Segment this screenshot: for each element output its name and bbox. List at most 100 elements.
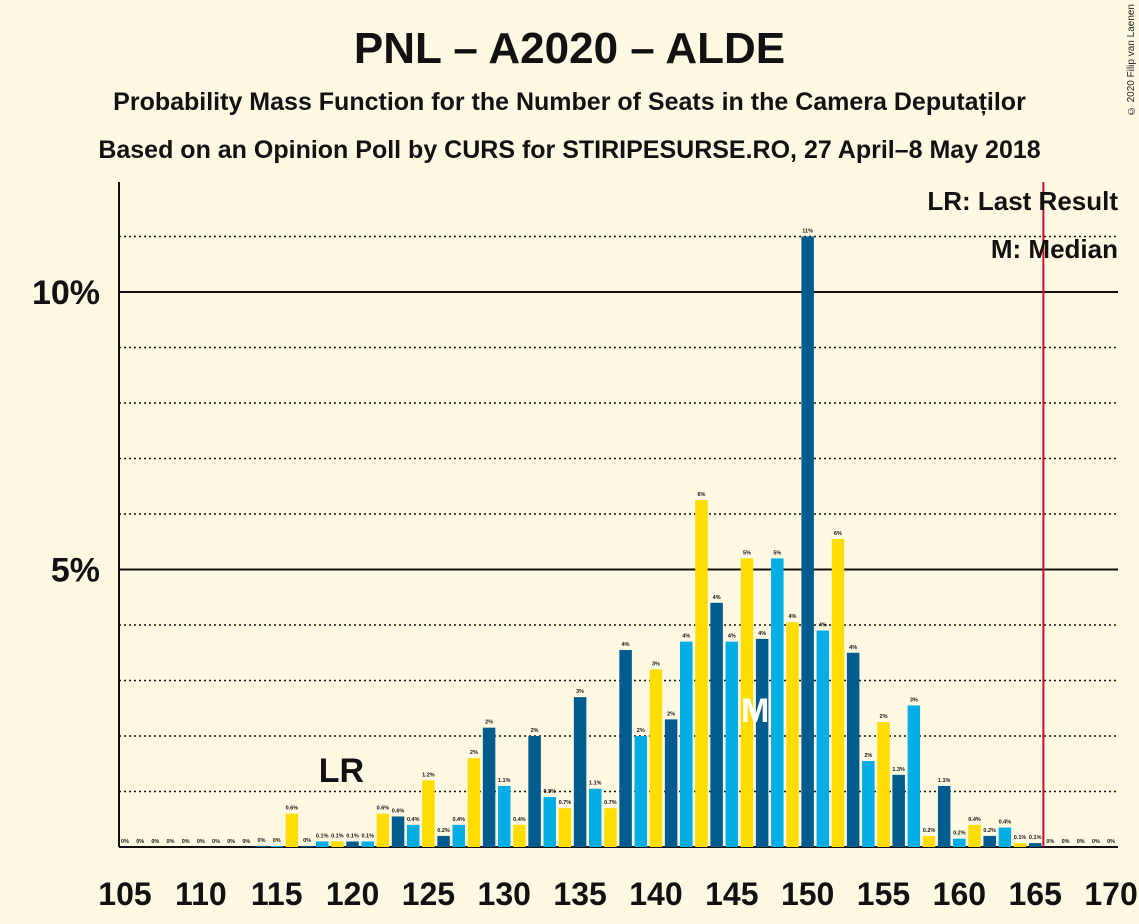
- bar-value-label: 0%: [197, 839, 205, 845]
- bar-seats-116: [285, 813, 299, 847]
- x-tick-label: 150: [781, 876, 834, 912]
- bar-value-label: 4%: [758, 631, 766, 637]
- bar-value-label: 0%: [227, 839, 235, 845]
- bar-seats-115: [270, 845, 283, 847]
- bar-value-label: 4%: [789, 614, 797, 620]
- bar-seats-159: [937, 785, 951, 847]
- bar-value-label: 0%: [121, 839, 129, 845]
- bar-value-label: 0%: [1092, 839, 1100, 845]
- bar-value-label: 1.1%: [938, 778, 951, 784]
- bar-seats-139: [634, 736, 648, 847]
- bar-value-label: 4%: [849, 645, 857, 651]
- bar-value-label: 0.1%: [346, 833, 359, 839]
- bar-value-label: 0%: [273, 838, 281, 844]
- bar-value-label: 2%: [470, 750, 478, 756]
- bar-value-label: 0.4%: [452, 817, 465, 823]
- bar-value-label: 0.6%: [392, 808, 405, 814]
- bar-value-label: 0.7%: [604, 800, 617, 806]
- bar-value-label: 0.2%: [437, 828, 450, 834]
- bar-value-label: 0%: [1062, 839, 1070, 845]
- bar-seats-123: [391, 816, 405, 847]
- bar-seats-152: [831, 538, 845, 847]
- chart-title: PNL – A2020 – ALDE: [353, 24, 786, 73]
- bar-value-label: 0%: [182, 839, 190, 845]
- bar-seats-129: [482, 727, 496, 847]
- bar-value-label: 0%: [303, 838, 311, 844]
- x-tick-label: 120: [326, 876, 379, 912]
- bar-value-label: 2%: [485, 720, 493, 726]
- bar-seats-127: [452, 824, 465, 847]
- x-tick-label: 155: [857, 876, 910, 912]
- x-tick-label: 115: [251, 876, 303, 912]
- bar-value-label: 2%: [637, 728, 645, 734]
- x-tick-label: 170: [1084, 876, 1137, 912]
- bar-seats-114: [255, 845, 268, 847]
- bar-seats-140: [649, 669, 663, 847]
- bar-seats-124: [406, 824, 420, 847]
- bar-value-label: 3%: [652, 661, 660, 667]
- bar-value-label: 2%: [531, 728, 539, 734]
- bar-seats-153: [846, 652, 860, 847]
- bar-seats-132: [528, 736, 541, 847]
- bar-value-label: 4%: [622, 642, 630, 648]
- bar-seats-151: [816, 630, 830, 847]
- x-tick-label: 105: [98, 876, 151, 912]
- bar-value-label: 0.2%: [953, 831, 966, 837]
- bar-seats-149: [786, 622, 799, 847]
- bar-value-label: 2%: [667, 711, 675, 717]
- bar-value-label: 1.3%: [892, 767, 905, 773]
- bar-value-label: 0.7%: [559, 800, 572, 806]
- bar-seats-137: [604, 808, 617, 847]
- bar-value-label: 1.1%: [589, 781, 602, 787]
- x-tick-label: 125: [402, 876, 455, 912]
- bar-value-label: 0.1%: [331, 833, 344, 839]
- bar-value-label: 0.4%: [407, 817, 420, 823]
- bar-seats-135: [573, 697, 587, 847]
- y-tick-label: 5%: [51, 552, 100, 590]
- bar-seats-144: [710, 602, 723, 847]
- bar-value-label: 5%: [743, 550, 751, 556]
- bar-seats-130: [498, 785, 511, 847]
- bar-seats-128: [467, 758, 481, 847]
- bar-value-label: 1.2%: [422, 772, 435, 778]
- bar-value-label: 0.4%: [513, 817, 526, 823]
- bar-seats-145: [725, 641, 739, 847]
- bar-value-label: 0.2%: [923, 828, 936, 834]
- bar-value-label: 0.6%: [377, 806, 390, 812]
- bar-value-label: 3%: [576, 689, 584, 695]
- bar-seats-121: [361, 841, 374, 847]
- bar-value-label: 0.9%: [543, 789, 556, 795]
- legend-last-result: LR: Last Result: [927, 186, 1118, 216]
- bar-value-label: 0%: [167, 839, 175, 845]
- bar-value-label: 0.1%: [1014, 835, 1027, 841]
- bar-value-label: 0.4%: [999, 820, 1012, 826]
- bar-value-label: 0%: [151, 839, 159, 845]
- bar-value-label: 4%: [713, 595, 721, 601]
- last-result-marker: LR: [319, 752, 364, 790]
- bar-value-label: 2%: [880, 714, 888, 720]
- chart-subtitle: Probability Mass Function for the Number…: [113, 88, 1026, 116]
- bar-value-label: 0%: [1046, 839, 1054, 845]
- bar-value-label: 1.1%: [498, 778, 511, 784]
- bar-seats-119: [331, 841, 344, 847]
- bar-value-label: 0.2%: [983, 828, 996, 834]
- bar-seats-120: [346, 841, 359, 847]
- bar-seats-155: [877, 722, 890, 847]
- y-tick-label: 10%: [32, 274, 100, 312]
- bar-seats-165: [1028, 843, 1042, 847]
- bar-seats-147: [755, 638, 769, 847]
- x-tick-label: 145: [705, 876, 758, 912]
- bar-seats-160: [953, 838, 966, 847]
- bar-seats-161: [968, 824, 981, 847]
- bar-seats-157: [907, 705, 921, 847]
- bar-seats-138: [619, 649, 632, 847]
- bar-value-label: 0.1%: [1029, 835, 1042, 841]
- bar-seats-146: [740, 558, 754, 847]
- bar-value-label: 2%: [864, 753, 872, 759]
- bar-value-label: 0.1%: [361, 833, 374, 839]
- bar-value-label: 6%: [697, 492, 705, 498]
- bar-value-label: 0.6%: [286, 806, 299, 812]
- bar-seats-122: [376, 813, 390, 847]
- bar-seats-134: [558, 808, 572, 847]
